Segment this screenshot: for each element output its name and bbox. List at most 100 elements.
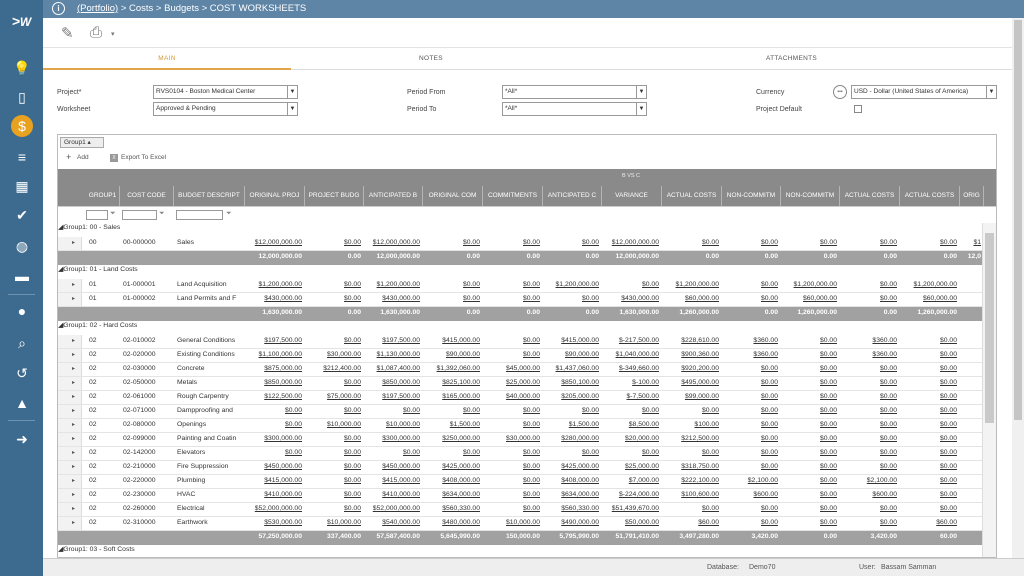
cell-col-10[interactable]: $7,000.00 [628,477,659,484]
cell-col-5[interactable]: $0.00 [343,281,361,288]
collapse-group-icon[interactable]: ◢ [58,266,64,273]
cell-col-11[interactable]: $60,000.00 [684,295,719,302]
column-header-6[interactable]: ANTICIPATED B [364,186,423,206]
column-header-14[interactable]: ACTUAL COSTS [840,186,900,206]
cell-col-6[interactable]: $0.00 [402,449,420,456]
cell-col-7[interactable]: $0.00 [462,281,480,288]
excel-icon[interactable]: X [110,154,118,162]
cell-col-8[interactable]: $0.00 [522,295,540,302]
collapse-group-icon[interactable]: ◢ [58,224,64,231]
column-header-7[interactable]: ORIGINAL COM [423,186,483,206]
cell-col-9[interactable]: $0.00 [581,295,599,302]
cell-col-7[interactable]: $250,000.00 [442,435,480,442]
cell-col-5[interactable]: $0.00 [343,491,361,498]
cell-col-9[interactable]: $1,200,000.00 [555,281,599,288]
table-row[interactable]: ▸ 02 02-020000 Existing Conditions $1,100,00… [58,349,984,363]
cell-col-15[interactable]: $0.00 [939,393,957,400]
cell-col-9[interactable]: $408,000.00 [561,477,599,484]
app-logo[interactable]: >W [11,13,32,29]
cell-col-13[interactable]: $0.00 [819,337,837,344]
cell-col-4[interactable]: $12,000,000.00 [254,239,302,246]
cell-col-5[interactable]: $10,000.00 [326,519,361,526]
cell-col-8[interactable]: $0.00 [522,351,540,358]
cell-col-6[interactable]: $300,000.00 [382,435,420,442]
cell-col-8[interactable]: $0.00 [522,281,540,288]
cell-col-8[interactable]: $45,000.00 [505,365,540,372]
column-header-16[interactable]: ORIG [960,186,984,206]
graduation-cap-icon[interactable]: ▲ [15,395,29,411]
chevron-down-icon[interactable]: ▼ [986,86,996,98]
cell-col-8[interactable]: $0.00 [522,491,540,498]
cell-col-12[interactable]: $0.00 [760,421,778,428]
cell-col-10[interactable]: $20,000.00 [624,435,659,442]
cell-col-11[interactable]: $212,500.00 [681,435,719,442]
cell-col-7[interactable]: $0.00 [462,407,480,414]
cell-col-15[interactable]: $0.00 [939,351,957,358]
cell-col-9[interactable]: $90,000.00 [564,351,599,358]
table-row[interactable]: ▸ 01 01-000001 Land Acquisition $1,200,000.0… [58,279,984,293]
column-header-2[interactable]: COST CODE [120,186,174,206]
column-header-15[interactable]: ACTUAL COSTS [900,186,960,206]
cell-col-13[interactable]: $60,000.00 [802,295,837,302]
cell-col-12[interactable]: $0.00 [760,505,778,512]
cell-col-13[interactable]: $0.00 [819,477,837,484]
cell-col-12[interactable]: $600.00 [753,491,778,498]
cell-col-7[interactable]: $634,000.00 [442,491,480,498]
cell-col-9[interactable]: $0.00 [581,239,599,246]
chevron-down-icon[interactable]: ▼ [287,86,297,98]
cell-col-10[interactable]: $-349,660.00 [618,365,659,372]
expand-row-icon[interactable]: ▸ [58,447,82,460]
cell-col-6[interactable]: $0.00 [402,407,420,414]
cell-col-4[interactable]: $430,000.00 [264,295,302,302]
column-header-13[interactable]: NON-COMMITM [781,186,840,206]
cell-col-7[interactable]: $408,000.00 [442,477,480,484]
cell-col-8[interactable]: $0.00 [522,239,540,246]
chevron-down-icon[interactable]: ▾ [111,31,115,38]
cell-col-4[interactable]: $410,000.00 [264,491,302,498]
column-header-12[interactable]: NON-COMMITM [722,186,781,206]
expand-row-icon[interactable]: ▸ [58,461,82,474]
cell-col-15[interactable]: $0.00 [939,365,957,372]
cell-col-13[interactable]: $0.00 [819,435,837,442]
cell-col-15[interactable]: $0.00 [939,435,957,442]
cell-col-11[interactable]: $0.00 [701,505,719,512]
cell-col-13[interactable]: $0.00 [819,421,837,428]
column-header-8[interactable]: COMMITMENTS [483,186,543,206]
cell-col-5[interactable]: $0.00 [343,295,361,302]
worksheet-select[interactable]: Approved & Pending ▼ [153,102,298,116]
expand-row-icon[interactable]: ▸ [58,293,82,306]
cell-col-15[interactable]: $60,000.00 [922,295,957,302]
cell-col-7[interactable]: $0.00 [462,239,480,246]
cell-col-8[interactable]: $0.00 [522,477,540,484]
cell-col-8[interactable]: $0.00 [522,407,540,414]
column-header-11[interactable]: ACTUAL COSTS [662,186,722,206]
cell-col-11[interactable]: $60.00 [698,519,719,526]
cell-col-4[interactable]: $0.00 [284,421,302,428]
column-header-9[interactable]: ANTICIPATED C [543,186,602,206]
cell-col-12[interactable]: $2,100.00 [747,477,778,484]
column-header-5[interactable]: PROJECT BUDG [305,186,364,206]
expand-row-icon[interactable]: ▸ [58,335,82,348]
column-header-3[interactable]: BUDGET DESCRIPT [174,186,245,206]
history-icon[interactable]: ↺ [16,364,28,381]
cell-col-5[interactable]: $0.00 [343,379,361,386]
cell-col-7[interactable]: $415,000.00 [442,337,480,344]
expand-row-icon[interactable]: ▸ [58,391,82,404]
cell-col-10[interactable]: $-224,000.00 [618,491,659,498]
cell-col-7[interactable]: $425,000.00 [442,463,480,470]
cell-col-9[interactable]: $560,330.00 [561,505,599,512]
cell-col-14[interactable]: $0.00 [879,379,897,386]
cell-col-7[interactable]: $0.00 [462,449,480,456]
cell-col-14[interactable]: $2,100.00 [866,477,897,484]
chevron-down-icon[interactable]: ▼ [287,103,297,115]
table-row[interactable]: ▸ 02 02-061000 Rough Carpentry $122,500.00 $7… [58,391,984,405]
cell-col-5[interactable]: $0.00 [343,239,361,246]
cell-col-5[interactable]: $0.00 [343,477,361,484]
cell-col-13[interactable]: $0.00 [819,393,837,400]
cell-col-4[interactable]: $52,000,000.00 [254,505,302,512]
cell-col-12[interactable]: $360.00 [753,351,778,358]
scroll-thumb[interactable] [1014,20,1022,420]
cell-col-11[interactable]: $0.00 [701,239,719,246]
cell-col-15[interactable]: $0.00 [939,477,957,484]
cell-col-6[interactable]: $197,500.00 [382,393,420,400]
